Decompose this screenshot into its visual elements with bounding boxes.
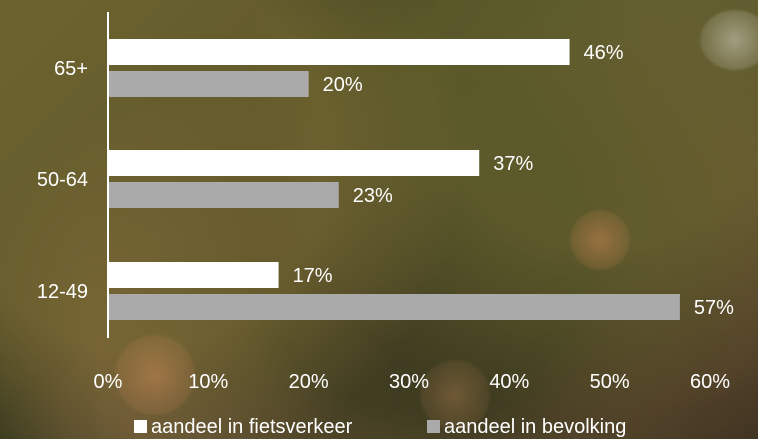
- bar-50-64-0: [108, 150, 480, 176]
- x-tick-labels: 0% 10% 20% 30% 40% 50% 60%: [94, 371, 731, 393]
- bokeh-light: [570, 210, 630, 270]
- bokeh-light: [700, 10, 758, 70]
- bars-layer: 46% 20% 37% 23% 17% 57%: [108, 39, 734, 320]
- category-label: 50-64: [37, 169, 88, 191]
- category-label: 65+: [54, 58, 88, 80]
- x-tick-label: 40%: [489, 371, 529, 393]
- x-tick-label: 50%: [590, 371, 630, 393]
- legend-swatch-1: [427, 420, 440, 433]
- x-tick-label: 10%: [188, 371, 228, 393]
- x-tick-label: 60%: [690, 371, 730, 393]
- data-label: 20%: [323, 74, 363, 96]
- bar-50-64-1: [108, 182, 339, 208]
- data-label: 57%: [694, 297, 734, 319]
- data-label: 17%: [293, 265, 333, 287]
- x-tick-label: 0%: [94, 371, 123, 393]
- x-tick-label: 30%: [389, 371, 429, 393]
- bokeh-light: [115, 335, 195, 415]
- category-labels: 65+ 50-64 12-49: [37, 58, 88, 303]
- data-label: 46%: [584, 42, 624, 64]
- bar-65+-0: [108, 39, 570, 65]
- data-label: 23%: [353, 185, 393, 207]
- legend-swatch-0: [134, 420, 147, 433]
- x-tick-label: 20%: [289, 371, 329, 393]
- bar-65+-1: [108, 71, 309, 97]
- legend-label: aandeel in bevolking: [444, 416, 626, 438]
- bar-12-49-1: [108, 294, 680, 320]
- bokeh-light: [420, 360, 490, 430]
- legend: aandeel in fietsverkeer aandeel in bevolk…: [134, 416, 626, 438]
- bar-12-49-0: [108, 262, 279, 288]
- legend-label: aandeel in fietsverkeer: [151, 416, 353, 438]
- data-label: 37%: [493, 153, 533, 175]
- category-label: 12-49: [37, 281, 88, 303]
